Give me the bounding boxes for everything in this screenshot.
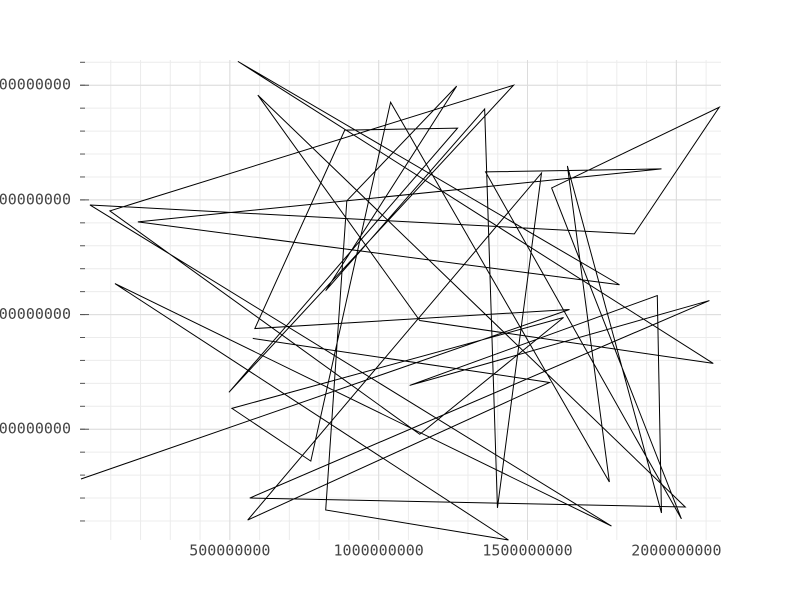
y-tick-label: 2000000000 (0, 76, 71, 94)
plot-area (81, 60, 721, 540)
y-tick-label: 1500000000 (0, 190, 71, 208)
x-tick-label: 500000000 (189, 542, 270, 560)
y-tick-label: 500000000 (0, 420, 71, 438)
x-tick-label: 1000000000 (334, 542, 424, 560)
x-tick-label: 1500000000 (482, 542, 572, 560)
x-tick-label: 2000000000 (631, 542, 721, 560)
data-line (80, 60, 721, 541)
y-tick-label: 1000000000 (0, 305, 71, 323)
